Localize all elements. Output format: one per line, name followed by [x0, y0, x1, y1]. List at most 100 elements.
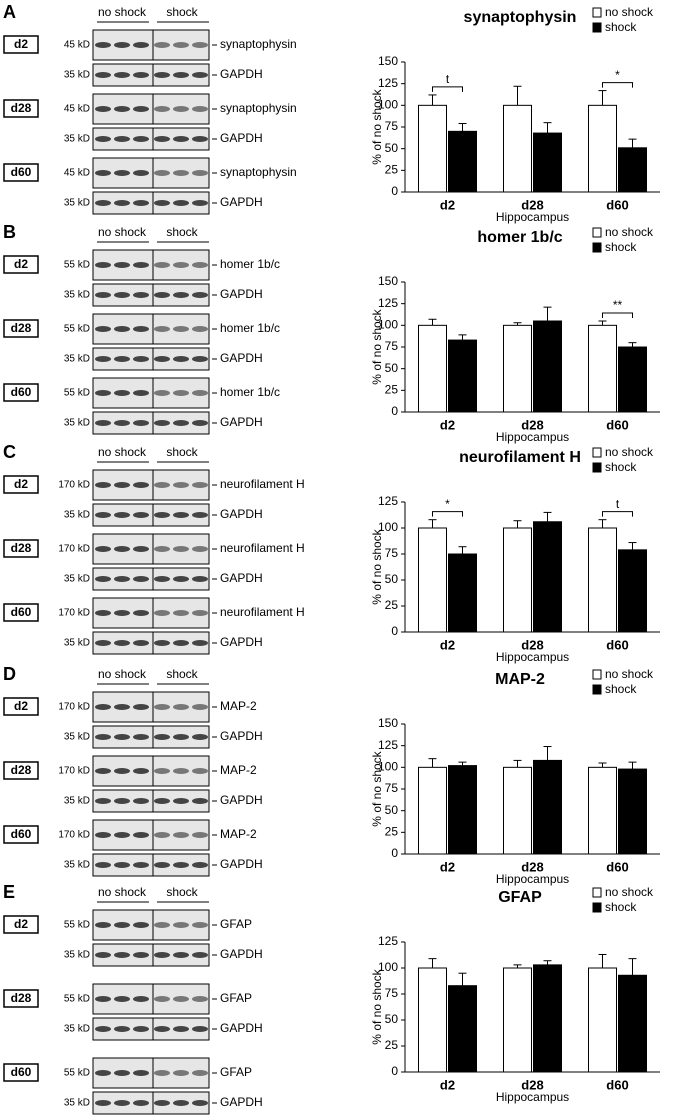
day-label: d60 [11, 1065, 32, 1079]
kd-label: 55 kD [64, 388, 90, 399]
blot-band [154, 136, 170, 142]
bar [503, 104, 532, 193]
blot-strip [92, 29, 210, 61]
blot-band [95, 390, 111, 396]
blot-band [192, 768, 208, 774]
y-tick-label: 125 [378, 296, 398, 310]
y-tick-label: 150 [378, 274, 398, 288]
blot-band [154, 356, 170, 362]
legend-label: no shock [605, 5, 654, 19]
blot-band [114, 640, 130, 646]
x-axis-label: Hippocampus [496, 1090, 569, 1104]
protein-label: GAPDH [220, 635, 263, 649]
blot-band [95, 420, 111, 426]
significance-bracket [432, 86, 463, 92]
blot-strip [92, 249, 210, 281]
blot-band [133, 996, 149, 1002]
protein-label: homer 1b/c [220, 321, 280, 335]
blot-band [133, 292, 149, 298]
blot-band [173, 640, 189, 646]
x-tick-label: d60 [606, 1077, 628, 1092]
blot-band [173, 546, 189, 552]
blot-band [154, 610, 170, 616]
kd-label: 170 kD [58, 608, 90, 619]
legend-label: shock [605, 20, 637, 34]
legend-label: no shock [605, 885, 654, 899]
blot-strip [92, 983, 210, 1015]
blot-band [95, 832, 111, 838]
y-axis-label: % of no shock [370, 968, 384, 1044]
x-tick-label: d28 [521, 1077, 543, 1092]
kd-label: 35 kD [64, 290, 90, 301]
kd-label: 55 kD [64, 324, 90, 335]
protein-label: GAPDH [220, 571, 263, 585]
blot-band [133, 734, 149, 740]
blot-band [95, 768, 111, 774]
blot-band [173, 922, 189, 928]
kd-label: 35 kD [64, 418, 90, 429]
protein-label: GAPDH [220, 947, 263, 961]
blot-band [95, 482, 111, 488]
panel-letter: B [3, 222, 16, 242]
blot-band [133, 170, 149, 176]
kd-label: 35 kD [64, 134, 90, 145]
blot-band [173, 42, 189, 48]
blot-band [192, 862, 208, 868]
blot-band [154, 72, 170, 78]
blot-band [114, 952, 130, 958]
legend-swatch [592, 887, 602, 898]
blot-band [192, 170, 208, 176]
blot-band [154, 106, 170, 112]
bar [588, 766, 617, 855]
blot-band [192, 390, 208, 396]
blot-strip [92, 853, 210, 877]
blot-band [114, 356, 130, 362]
bar [533, 132, 562, 193]
blot-band [192, 734, 208, 740]
bar [503, 766, 532, 855]
blot-band [133, 610, 149, 616]
blot-band [133, 798, 149, 804]
significance-label: t [446, 72, 450, 86]
day-label: d60 [11, 385, 32, 399]
day-label: d2 [14, 477, 28, 491]
bar [418, 766, 447, 855]
protein-label: GAPDH [220, 351, 263, 365]
blot-band [133, 200, 149, 206]
day-box [3, 163, 39, 182]
blot-band [95, 200, 111, 206]
significance-bracket [602, 312, 633, 318]
blot-band [133, 832, 149, 838]
y-axis-label: % of no shock [370, 750, 384, 826]
kd-label: 55 kD [64, 260, 90, 271]
bar [618, 549, 647, 633]
blot-band [154, 292, 170, 298]
significance-bracket [432, 511, 463, 517]
blot-band [173, 200, 189, 206]
group-label: no shock [98, 667, 147, 681]
day-box [3, 825, 39, 844]
bar [618, 147, 647, 193]
x-tick-label: d28 [521, 859, 543, 874]
kd-label: 35 kD [64, 510, 90, 521]
blot-band [95, 996, 111, 1002]
day-label: d28 [11, 101, 32, 115]
protein-label: GAPDH [220, 195, 263, 209]
y-tick-label: 25 [385, 163, 399, 177]
blot-band [114, 576, 130, 582]
y-tick-label: 25 [385, 383, 399, 397]
protein-label: GAPDH [220, 507, 263, 521]
blot-band [154, 326, 170, 332]
y-tick-label: 50 [385, 803, 399, 817]
y-tick-label: 25 [385, 1038, 399, 1052]
group-label: no shock [98, 445, 147, 459]
blot-band [173, 106, 189, 112]
blot-band [95, 106, 111, 112]
day-label: d2 [14, 699, 28, 713]
blot-strip [92, 283, 210, 307]
kd-label: 170 kD [58, 480, 90, 491]
blot-band [154, 170, 170, 176]
blot-band [192, 798, 208, 804]
bar [503, 527, 532, 633]
